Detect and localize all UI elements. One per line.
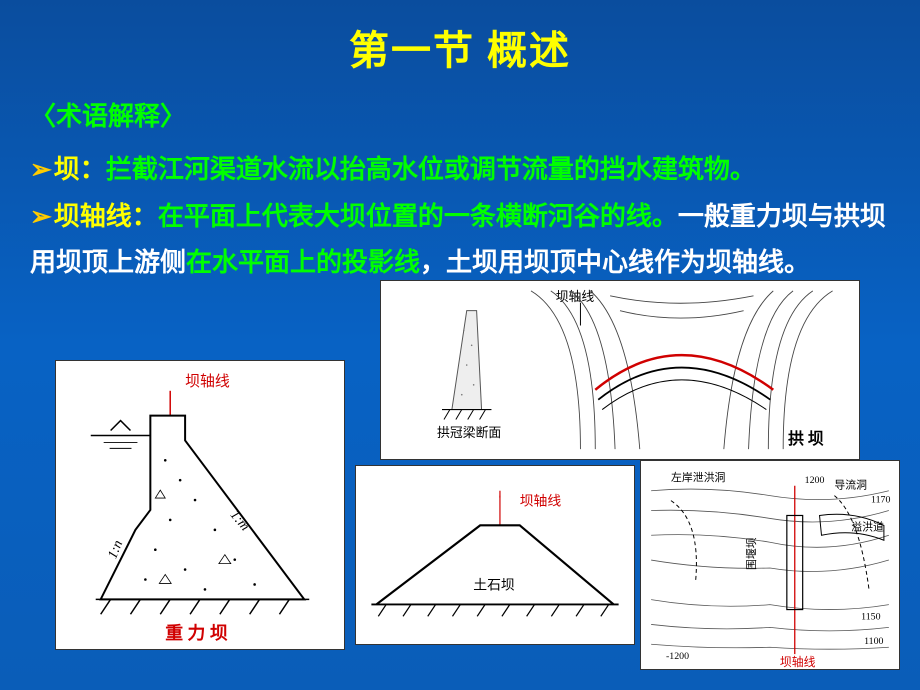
gravity-name: 重 力 坝 bbox=[165, 622, 228, 643]
plan-spillway: 溢洪道 bbox=[851, 519, 884, 533]
plan-c0: 1200 bbox=[805, 475, 825, 486]
bullet-icon: ➢ bbox=[30, 155, 52, 184]
definition-2: ➢坝轴线：在平面上代表大坝位置的一条横断河谷的线。一般重力坝与拱坝用坝顶上游侧在… bbox=[30, 194, 890, 288]
plan-c1: 1170 bbox=[871, 495, 890, 506]
figure-earth-dam: 坝轴线 土石坝 bbox=[355, 465, 635, 645]
gravity-slope-n: 1:n bbox=[105, 538, 126, 561]
arch-name: 拱 坝 bbox=[788, 429, 824, 448]
term-2: 坝轴线： bbox=[54, 202, 158, 231]
gravity-slope-m: 1:m bbox=[227, 508, 252, 534]
def-1-body: 拦截江河渠道水流以抬高水位或调节流量的挡水建筑物。 bbox=[106, 155, 756, 184]
plan-c3: 1100 bbox=[864, 636, 883, 647]
gravity-axis-label: 坝轴线 bbox=[185, 373, 230, 390]
figure-arch-dam: 拱冠梁断面 坝轴线 拱 坝 bbox=[380, 280, 860, 460]
plan-c2: 1150 bbox=[861, 611, 880, 622]
earth-name: 土石坝 bbox=[473, 578, 515, 593]
def-2-part3: 在水平面上的投影线 bbox=[186, 248, 420, 277]
bullet-icon: ➢ bbox=[30, 202, 52, 231]
subheading: 〈术语解释〉 bbox=[30, 94, 890, 141]
def-2-part1: 在平面上代表大坝位置的一条横断河谷的线。 bbox=[158, 202, 678, 231]
figure-gravity-dam: 坝轴线 1:m 1:n bbox=[55, 360, 345, 650]
def-2-part4: ，土坝用坝顶中心线作为坝轴线。 bbox=[420, 248, 810, 277]
earth-axis-label: 坝轴线 bbox=[520, 494, 562, 509]
content-block: 〈术语解释〉 ➢坝：拦截江河渠道水流以抬高水位或调节流量的挡水建筑物。 ➢坝轴线… bbox=[0, 76, 920, 287]
plan-left-tunnel: 左岸泄洪洞 bbox=[671, 470, 725, 484]
figures-area: 坝轴线 1:m 1:n bbox=[0, 310, 920, 690]
arch-section-label: 拱冠梁断面 bbox=[437, 426, 501, 440]
arch-axis-label: 坝轴线 bbox=[556, 290, 595, 304]
figure-plan-view: 左岸泄洪洞 导流洞 溢洪道 围堰坝 1200 1170 1150 1100 -1… bbox=[640, 460, 900, 670]
plan-tower: 围堰坝 bbox=[744, 537, 758, 570]
plan-c4: -1200 bbox=[666, 651, 689, 662]
definition-1: ➢坝：拦截江河渠道水流以抬高水位或调节流量的挡水建筑物。 bbox=[30, 147, 890, 194]
plan-div-tunnel: 导流洞 bbox=[834, 478, 867, 492]
plan-axis-label: 坝轴线 bbox=[780, 655, 816, 669]
slide-title: 第一节 概述 bbox=[0, 0, 920, 76]
term-1: 坝： bbox=[54, 155, 106, 184]
